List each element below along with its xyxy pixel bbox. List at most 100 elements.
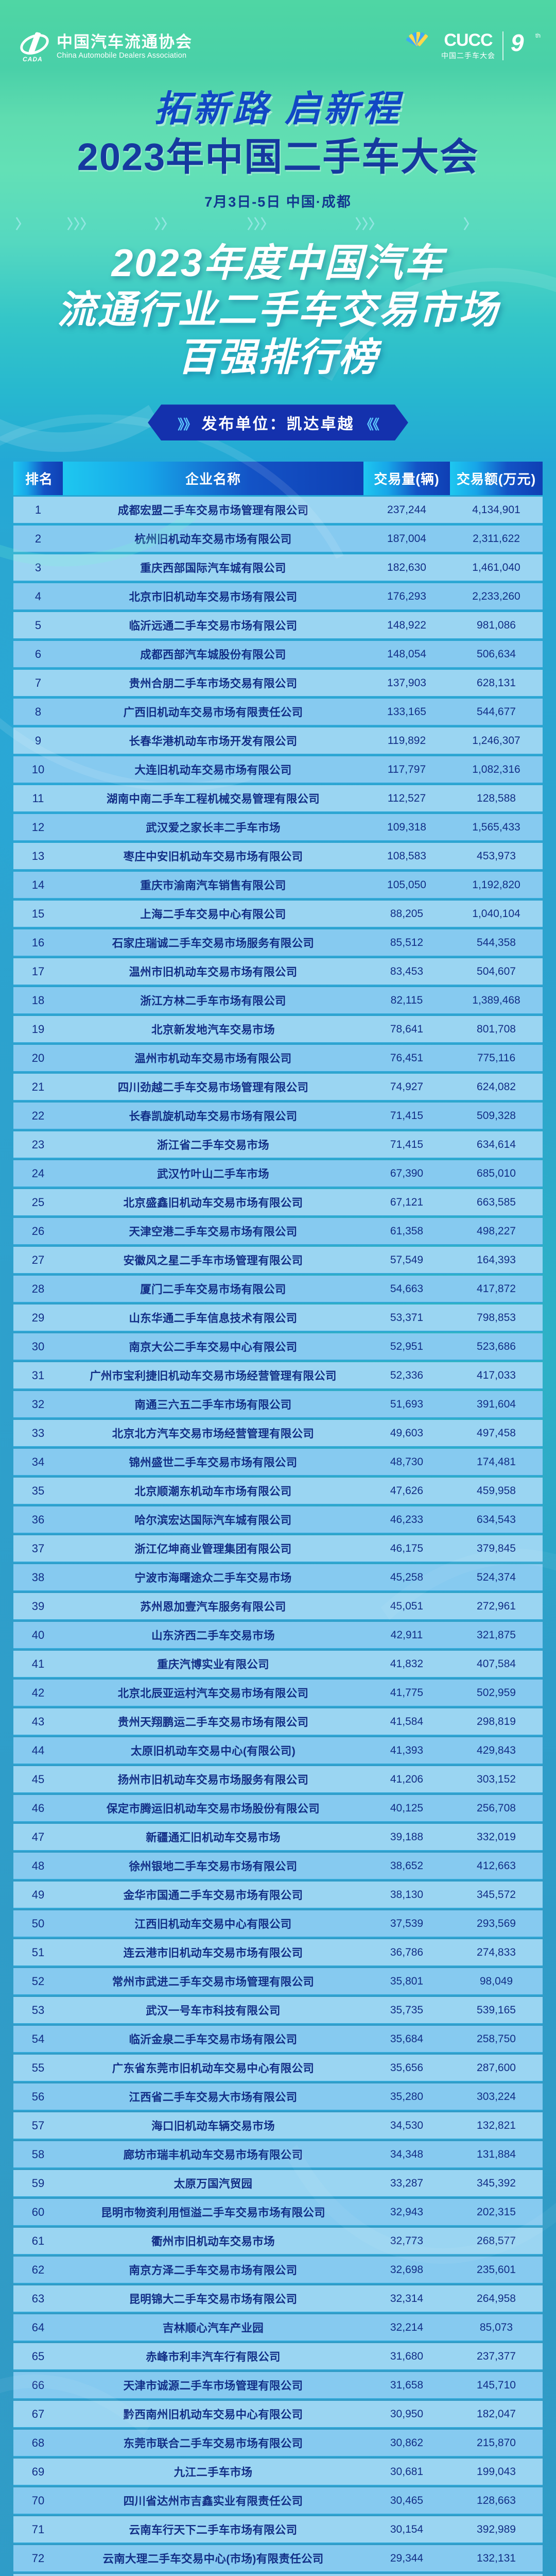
table-row: 71 云南车行天下二手车市场有限公司 30,154 392,989 [13,2516,543,2544]
cell-trade-amount: 663,585 [450,1189,543,1217]
cell-company-name: 天津市诚源二手车市场管理有限公司 [63,2372,363,2400]
cell-trade-volume: 52,336 [363,1362,450,1390]
cell-company-name: 重庆汽博实业有限公司 [63,1651,363,1679]
cell-company-name: 北京市旧机动车交易市场有限公司 [63,583,363,611]
cell-trade-volume: 42,911 [363,1622,450,1650]
cell-trade-amount: 132,131 [450,2545,543,2573]
table-row: 57 海口旧机动车辆交易市场 34,530 132,821 [13,2112,543,2140]
cell-trade-amount: 345,572 [450,1882,543,1909]
cell-company-name: 北京盛鑫旧机动车交易市场有限公司 [63,1189,363,1217]
cell-trade-volume: 148,054 [363,641,450,669]
cell-rank: 62 [13,2257,63,2284]
cucc-name-cn: 中国二手车大会 [441,51,495,60]
table-row: 64 吉林顺心汽车产业园 32,214 85,073 [13,2314,543,2342]
cell-rank: 54 [13,2026,63,2054]
table-row: 4 北京市旧机动车交易市场有限公司 176,293 2,233,260 [13,583,543,611]
cell-trade-volume: 38,652 [363,1853,450,1880]
cell-trade-volume: 32,943 [363,2199,450,2227]
cell-trade-amount: 1,565,433 [450,814,543,842]
table-row: 51 连云港市旧机动车交易市场有限公司 36,786 274,833 [13,1939,543,1967]
cell-trade-volume: 30,862 [363,2430,450,2458]
cell-company-name: 锦州盛世二手车交易市场有限公司 [63,1449,363,1477]
cell-trade-volume: 29,344 [363,2545,450,2573]
cell-trade-amount: 145,710 [450,2372,543,2400]
table-row: 26 天津空港二手车交易市场有限公司 61,358 498,227 [13,1218,543,1246]
cell-trade-amount: 235,601 [450,2257,543,2284]
cell-trade-amount: 182,047 [450,2401,543,2429]
cell-trade-amount: 1,246,307 [450,727,543,755]
cell-company-name: 武汉竹叶山二手车市场 [63,1160,363,1188]
cell-trade-volume: 41,775 [363,1680,450,1707]
cell-trade-volume: 31,658 [363,2372,450,2400]
table-row: 13 枣庄中安旧机动车交易市场有限公司 108,583 453,973 [13,843,543,871]
cell-trade-amount: 1,461,040 [450,554,543,582]
cell-rank: 5 [13,612,63,640]
table-body: 1 成都宏盟二手车交易市场管理有限公司 237,244 4,134,901 2 杭州旧机动… [13,497,543,2576]
cell-company-name: 北京北方汽车交易市场经营管理有限公司 [63,1420,363,1448]
cell-trade-amount: 775,116 [450,1045,543,1073]
cell-rank: 68 [13,2430,63,2458]
table-row: 58 廊坊市瑞丰机动车交易市场有限公司 34,348 131,884 [13,2141,543,2169]
cell-trade-volume: 61,358 [363,1218,450,1246]
conference-date-location: 7月3日-5日 中国·成都 [204,194,352,210]
cell-rank: 63 [13,2285,63,2313]
cell-rank: 72 [13,2545,63,2573]
cell-company-name: 大连旧机动车交易市场有限公司 [63,756,363,784]
cell-trade-amount: 174,481 [450,1449,543,1477]
cell-company-name: 连云港市旧机动车交易市场有限公司 [63,1939,363,1967]
cell-rank: 37 [13,1535,63,1563]
cell-rank: 34 [13,1449,63,1477]
cell-trade-amount: 321,875 [450,1622,543,1650]
cell-trade-volume: 187,004 [363,526,450,553]
cell-trade-amount: 303,224 [450,2083,543,2111]
cell-company-name: 云南车行天下二手车市场有限公司 [63,2516,363,2544]
cell-trade-amount: 264,958 [450,2285,543,2313]
cell-company-name: 成都宏盟二手车交易市场管理有限公司 [63,497,363,524]
cell-trade-amount: 298,819 [450,1708,543,1736]
cell-company-name: 南京方泽二手车交易市场有限公司 [63,2257,363,2284]
cell-trade-amount: 801,708 [450,1016,543,1044]
cell-trade-amount: 459,958 [450,1478,543,1505]
cell-rank: 47 [13,1824,63,1852]
cell-trade-amount: 132,821 [450,2112,543,2140]
cell-rank: 28 [13,1276,63,1303]
table-row: 33 北京北方汽车交易市场经营管理有限公司 49,603 497,458 [13,1420,543,1448]
board-title-line-1: 2023年度中国汽车 [111,241,445,284]
cell-company-name: 南京大公二手车交易中心有限公司 [63,1333,363,1361]
cell-rank: 43 [13,1708,63,1736]
board-title-line-2: 流通行业二手车交易市场 [57,288,499,332]
edition-badge: 9 th [511,29,541,61]
table-row: 35 北京顺潮东机动车市场有限公司 47,626 459,958 [13,1478,543,1505]
cell-rank: 14 [13,872,63,900]
cell-trade-amount: 417,033 [450,1362,543,1390]
cell-trade-volume: 32,314 [363,2285,450,2313]
cell-rank: 59 [13,2170,63,2198]
cell-trade-volume: 31,680 [363,2343,450,2371]
edition-number: 9 [511,29,524,56]
cell-rank: 50 [13,1910,63,1938]
table-row: 36 哈尔滨宏达国际汽车城有限公司 46,233 634,543 [13,1506,543,1534]
cell-trade-volume: 29,150 [363,2574,450,2576]
cell-company-name: 廊坊市瑞丰机动车交易市场有限公司 [63,2141,363,2169]
table-row: 15 上海二手车交易中心有限公司 88,205 1,040,104 [13,901,543,928]
cell-rank: 60 [13,2199,63,2227]
cell-trade-volume: 34,530 [363,2112,450,2140]
cell-rank: 8 [13,699,63,726]
cell-trade-amount: 524,374 [450,1564,543,1592]
cell-trade-volume: 52,951 [363,1333,450,1361]
cell-company-name: 黔西南州旧机动车交易中心有限公司 [63,2401,363,2429]
cell-company-name: 嘉兴市二手车交易市场 [63,2574,363,2576]
cell-rank: 49 [13,1882,63,1909]
cell-trade-volume: 35,801 [363,1968,450,1996]
cell-trade-volume: 30,465 [363,2487,450,2515]
cell-rank: 9 [13,727,63,755]
cell-rank: 42 [13,1680,63,1707]
table-row: 62 南京方泽二手车交易市场有限公司 32,698 235,601 [13,2257,543,2284]
cell-trade-amount: 798,853 [450,1304,543,1332]
cell-rank: 13 [13,843,63,871]
cell-company-name: 浙江方林二手车市场有限公司 [63,987,363,1015]
table-row: 6 成都西部汽车城股份有限公司 148,054 506,634 [13,641,543,669]
cell-trade-amount: 2,311,622 [450,526,543,553]
cell-rank: 29 [13,1304,63,1332]
cell-trade-volume: 88,205 [363,901,450,928]
